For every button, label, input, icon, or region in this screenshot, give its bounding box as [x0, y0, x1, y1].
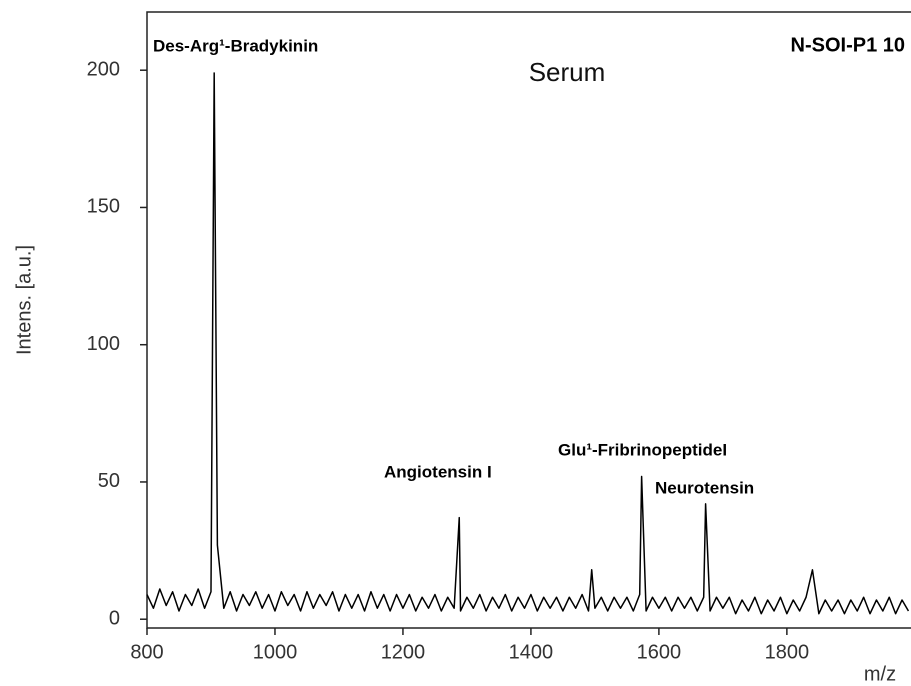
chart-subtitle: N-SOI-P1 10 — [791, 34, 905, 56]
y-tick-label: 100 — [87, 333, 120, 355]
plot-frame — [146, 11, 911, 629]
y-axis-label: Intens. [a.u.] — [13, 245, 35, 355]
annotation: Neurotensin — [655, 478, 754, 497]
y-tick-label: 50 — [98, 470, 120, 492]
x-tick-label: 1800 — [765, 641, 810, 663]
chart-title: Serum — [529, 57, 606, 87]
x-axis-label: m/z — [864, 663, 896, 685]
annotation: Des-Arg¹-Bradykinin — [153, 36, 318, 55]
y-tick-label: 200 — [87, 58, 120, 80]
annotation: Glu¹-FribrinopeptideI — [558, 440, 727, 459]
annotation: Angiotensin I — [384, 462, 492, 481]
x-tick-label: 1400 — [509, 641, 554, 663]
y-tick-label: 150 — [87, 196, 120, 218]
x-tick-label: 1600 — [637, 641, 682, 663]
y-tick-label: 0 — [109, 607, 120, 629]
x-tick-label: 1200 — [381, 641, 426, 663]
x-tick-label: 1000 — [253, 641, 298, 663]
x-tick-label: 800 — [130, 641, 163, 663]
spectrum-line — [146, 72, 910, 615]
